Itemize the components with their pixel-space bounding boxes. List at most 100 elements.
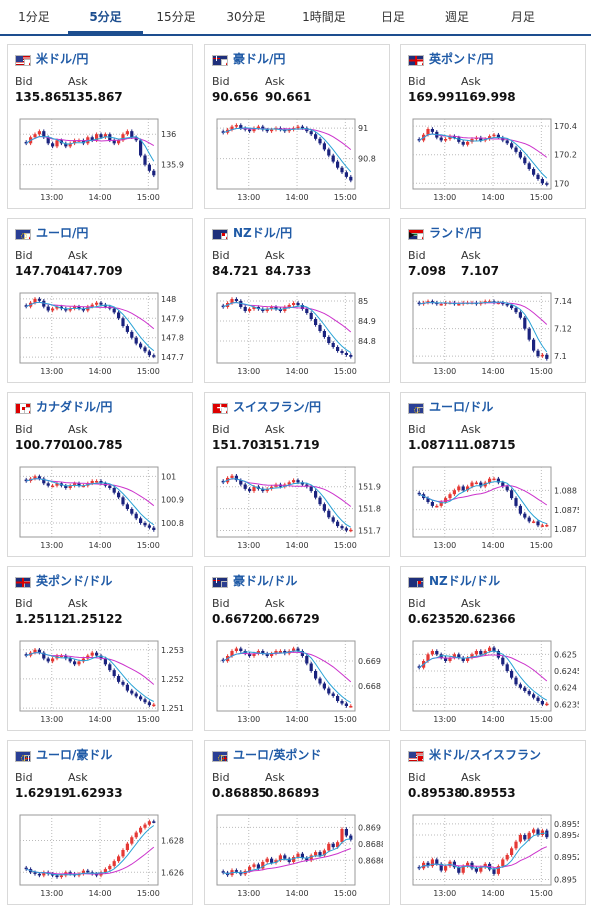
bid-label: Bid [15,423,33,436]
x-tick-label: 14:00 [89,889,112,898]
currency-card[interactable]: NZドル/ドル Bid Ask 0.62352 0.62366 13:00 14:00 15:… [400,566,586,731]
candle-body [68,658,72,662]
candle-body [461,657,465,661]
currency-card[interactable]: 豪ドル/円 Bid Ask 90.656 90.661 13:00 14:00 15:00 91… [204,44,390,209]
us-flag-icon [221,581,227,587]
x-tick-label: 15:00 [530,367,553,376]
y-tick-label: 170.2 [554,151,577,160]
candle-body [130,837,134,844]
pair-title[interactable]: スイスフラン/円 [233,400,322,414]
price-chart: 13:00 14:00 15:00 91 90.8 [213,113,383,205]
tab-6[interactable]: 日足 [380,10,405,24]
tab-2[interactable]: 5分足 [68,0,143,34]
y-tick-label: 100.8 [161,519,184,528]
currency-card[interactable]: カナダドル/円 Bid Ask 100.770 100.785 13:00 14:00 15:… [7,392,193,557]
candle-body [130,690,134,694]
ask-value: 0.62366 [461,612,516,626]
candle-body [81,870,85,874]
x-tick-label: 15:00 [530,541,553,550]
bid-value: 135.865 [15,90,70,104]
candle-body [452,654,456,658]
currency-card[interactable]: 米ドル/円 Bid Ask 135.865 135.867 13:00 14:00 15:00… [7,44,193,209]
candle-body [518,505,522,514]
x-tick-label: 14:00 [286,367,309,376]
candle-body [234,870,238,872]
pair-title[interactable]: ユーロ/ドル [429,400,494,414]
pair-title[interactable]: 豪ドル/円 [233,52,286,66]
candle-body [483,651,487,655]
currency-card[interactable]: ランド/円 Bid Ask 7.098 7.107 13:00 14:00 15:00 7.14… [400,218,586,383]
candle-body [448,136,452,139]
currency-card[interactable]: NZドル/円 Bid Ask 84.721 84.733 13:00 14:00 15:00 8… [204,218,390,383]
price-chart: 13:00 14:00 15:00 148 147.9 147.8 147.7 [16,287,186,379]
currency-card[interactable]: ユーロ/英ポンド Bid Ask 0.86885 0.86893 13:00 14:00 15… [204,740,390,905]
x-tick-label: 13:00 [433,367,456,376]
pair-title[interactable]: ユーロ/円 [36,226,89,240]
currency-card[interactable]: ユーロ/ドル Bid Ask 1.08711 1.08715 13:00 14:00 15:0… [400,392,586,557]
currency-card[interactable]: 豪ドル/ドル Bid Ask 0.66720 0.66729 13:00 14:00 15:0… [204,566,390,731]
candle-body [117,676,121,682]
candle-body [51,658,55,662]
candle-body [33,649,37,653]
pair-title[interactable]: ランド/円 [429,226,482,240]
candle-body [33,134,37,138]
pair-title[interactable]: 英ポンド/ドル [36,574,113,588]
candle-body [505,855,509,860]
candle-body [470,482,474,487]
candle-body [24,305,28,307]
candle-body [265,653,269,656]
candle-body [466,486,470,491]
candle-body [283,855,287,859]
candle-body [230,299,234,303]
candle-body [108,664,112,671]
candle-body [545,524,549,527]
candle-body [488,136,492,139]
candle-body [274,860,278,863]
pair-title[interactable]: カナダドル/円 [36,400,113,414]
currency-card[interactable]: ユーロ/豪ドル Bid Ask 1.62919 1.62933 13:00 14:00 15:… [7,740,193,905]
candle-body [117,312,121,319]
candle-body [99,481,103,484]
pair-title[interactable]: ユーロ/英ポンド [233,748,322,762]
x-tick-label: 15:00 [137,541,160,550]
tab-4[interactable]: 30分足 [226,10,266,24]
bid-label: Bid [212,249,230,262]
x-tick-label: 13:00 [433,889,456,898]
candle-body [340,167,344,173]
candle-body [117,140,121,144]
currency-card[interactable]: 英ポンド/ドル Bid Ask 1.25112 1.25122 13:00 14:00 15:… [7,566,193,731]
candle-body [86,870,90,873]
chart-svg: 13:00 14:00 15:00 0.669 0.668 [216,640,381,724]
pair-title[interactable]: 豪ドル/ドル [233,574,298,588]
currency-card[interactable]: ユーロ/円 Bid Ask 147.704 147.709 13:00 14:00 15:00… [7,218,193,383]
candle-body [545,830,549,838]
ask-value: 169.998 [461,90,516,104]
candle-body [331,693,335,696]
tab-8[interactable]: 月足 [510,10,535,24]
pair-title[interactable]: NZドル/円 [233,226,293,240]
pair-title[interactable]: 英ポンド/円 [429,52,494,66]
tab-7[interactable]: 週足 [444,10,469,24]
tab-1[interactable]: 1分足 [18,10,50,24]
candle-body [439,137,443,141]
candle-body [444,139,448,141]
candle-body [55,140,59,147]
pair-title[interactable]: NZドル/ドル [429,574,501,588]
tab-5[interactable]: 1時間足 [302,10,346,24]
pair-title[interactable]: ユーロ/豪ドル [36,748,113,762]
candle-body [505,303,509,306]
currency-card[interactable]: 英ポンド/円 Bid Ask 169.991 169.998 13:00 14:00 15:0… [400,44,586,209]
pair-title[interactable]: 米ドル/スイスフラン [429,748,542,762]
candle-body [532,521,536,523]
pair-title[interactable]: 米ドル/円 [36,52,89,66]
za-flag-icon [408,229,424,240]
candle-body [540,179,544,184]
candle-body [426,654,430,661]
price-chart: 13:00 14:00 15:00 151.9 151.8 151.7 [213,461,383,553]
tab-3[interactable]: 15分足 [156,10,196,24]
candle-body [51,143,55,147]
ma-short-line [418,650,548,701]
candle-body [514,841,518,849]
